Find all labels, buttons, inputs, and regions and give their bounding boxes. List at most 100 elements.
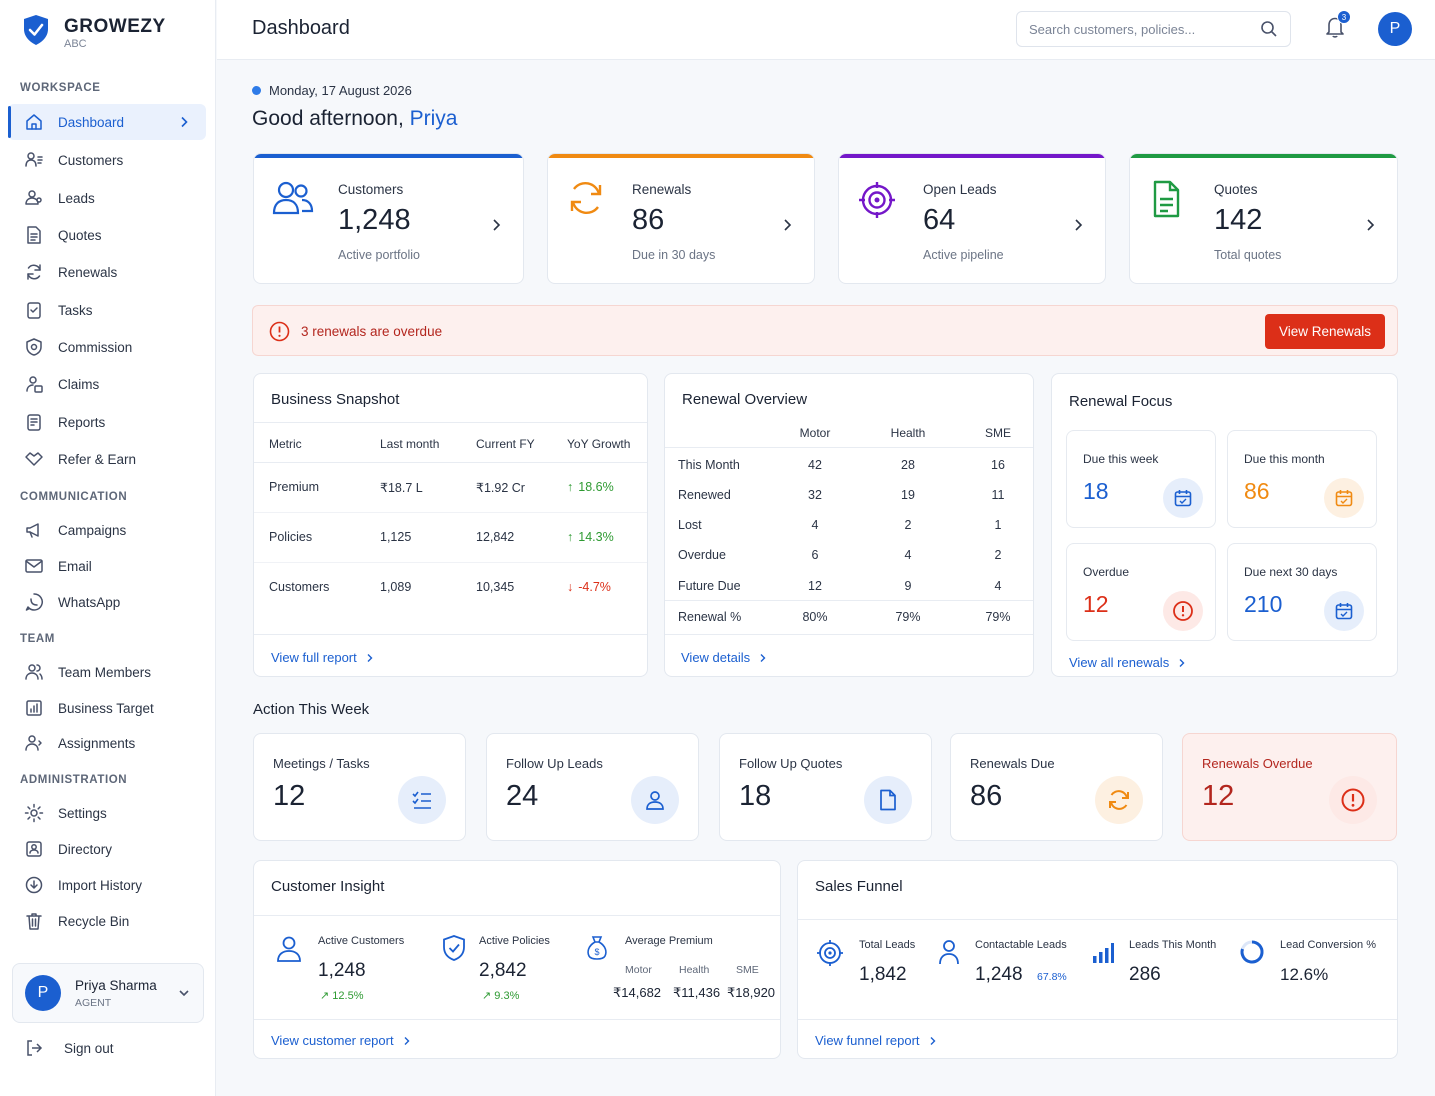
user-name: Priya Sharma [75,977,157,993]
sidebar-item-label: Assignments [58,735,136,751]
last-month-cell: ₹18.7 L [380,481,423,495]
sidebar: GROWEZY ABC WORKSPACE Dashboard Customers… [0,0,216,1096]
sidebar-item-label: Team Members [58,664,152,680]
sidebar-item-customers[interactable]: Customers [8,142,206,178]
sidebar-item-whatsapp[interactable]: WhatsApp [8,584,206,620]
customers-icon [24,150,44,170]
section-title-actions: Action This Week [253,701,370,718]
bell-icon[interactable] [1324,15,1346,39]
chevron-right-icon[interactable] [1365,218,1377,232]
link-label: View all renewals [1069,655,1170,670]
active-customers-value: 1,248 [318,960,366,981]
sidebar-item-commission[interactable]: Commission [8,329,206,365]
avg-value-sme: ₹18,920 [727,985,776,1000]
search-icon[interactable] [1260,20,1278,38]
card-value: 12 [1083,591,1109,617]
link-label: View customer report [271,1033,394,1048]
sidebar-item-assignments[interactable]: Assignments [8,725,206,761]
header-avatar[interactable]: P [1378,12,1412,46]
view-funnel-report-link[interactable]: View funnel report [815,1033,938,1048]
chevron-right-icon[interactable] [782,218,794,232]
sidebar-item-dashboard[interactable]: Dashboard [8,104,206,140]
sign-out-label: Sign out [64,1040,114,1056]
assign-icon [24,733,44,753]
panel-title: Customer Insight [271,878,385,895]
kpi-card-quotes[interactable]: Quotes 142 Total quotes [1129,153,1398,284]
action-card-follow-up-quotes[interactable]: Follow Up Quotes 18 [719,733,932,841]
report-icon [24,412,44,432]
kpi-subtext: Active pipeline [923,248,1004,262]
action-card-meetings-tasks[interactable]: Meetings / Tasks 12 [253,733,466,841]
sidebar-item-label: Campaigns [58,522,127,538]
section-administration: ADMINISTRATION [20,774,128,786]
action-card-renewals-due[interactable]: Renewals Due 86 [950,733,1163,841]
sidebar-item-leads[interactable]: Leads [8,180,206,216]
sidebar-item-renewals[interactable]: Renewals [8,254,206,290]
greeting: Good afternoon, Priya [252,107,457,131]
card-label: Overdue [1083,565,1130,579]
user-card[interactable]: P Priya Sharma AGENT [12,963,204,1023]
cell: 4 [904,548,912,562]
action-card-follow-up-leads[interactable]: Follow Up Leads 24 [486,733,699,841]
gear-icon [24,803,44,823]
kpi-card-open-leads[interactable]: Open Leads 64 Active pipeline [838,153,1106,284]
cell: 11 [991,488,1005,502]
sidebar-item-label: Email [58,558,92,574]
sidebar-item-team-members[interactable]: Team Members [8,654,206,690]
sidebar-item-tasks[interactable]: Tasks [8,292,206,328]
renewal-focus-card-due-this-week[interactable]: Due this week 18 [1066,430,1216,528]
column-header: Metric [269,437,302,451]
view-renewals-button[interactable]: View Renewals [1264,314,1385,349]
action-card-renewals-overdue[interactable]: Renewals Overdue 12 [1182,733,1397,841]
divider [254,512,647,513]
sidebar-item-refer-earn[interactable]: Refer & Earn [8,441,206,477]
divider [798,919,1397,920]
kpi-card-renewals[interactable]: Renewals 86 Due in 30 days [547,153,815,284]
contactable-leads-pct: 67.8% [1037,971,1067,983]
view-full-report-link[interactable]: View full report [271,650,375,665]
sidebar-item-directory[interactable]: Directory [8,831,206,867]
sidebar-item-quotes[interactable]: Quotes [8,217,206,253]
sign-out-button[interactable]: Sign out [24,1038,114,1058]
cell: 4 [994,579,1002,593]
search-box[interactable] [1016,11,1291,47]
sidebar-item-claims[interactable]: Claims [8,366,206,402]
chevron-right-icon[interactable] [1073,218,1085,232]
chevron-right-icon[interactable] [491,218,503,232]
target-icon [816,939,844,967]
chevron-down-icon[interactable] [177,986,191,1000]
cell: 28 [901,458,915,472]
page-title: Dashboard [252,17,350,39]
sidebar-item-settings[interactable]: Settings [8,795,206,831]
renewal-focus-card-due-next-30-days[interactable]: Due next 30 days 210 [1227,543,1377,641]
avg-col-sme: SME [736,964,759,976]
arrow-up-icon: ↑ [567,480,574,494]
yoy-growth-cell: ↓ -4.7% [567,580,611,594]
sidebar-item-email[interactable]: Email [8,548,206,584]
sidebar-item-business-target[interactable]: Business Target [8,690,206,726]
kpi-label: Open Leads [923,182,997,197]
view-details-link[interactable]: View details [681,650,768,665]
search-input[interactable] [1029,21,1249,37]
renewal-focus-card-due-this-month[interactable]: Due this month 86 [1227,430,1377,528]
kpi-card-customers[interactable]: Customers 1,248 Active portfolio [253,153,524,284]
sidebar-item-campaigns[interactable]: Campaigns [8,512,206,548]
chevron-right-icon [365,653,375,663]
renewal-overview-panel: Renewal Overview Motor Health SME This Mont… [664,373,1034,677]
row-label: This Month [678,458,740,472]
cell: 2 [994,548,1002,562]
view-customer-report-link[interactable]: View customer report [271,1033,412,1048]
card-value: 12 [1202,780,1235,812]
shield-badge-icon [24,337,44,357]
sidebar-item-reports[interactable]: Reports [8,404,206,440]
kpi-value: 64 [923,204,956,236]
view-all-renewals-link[interactable]: View all renewals [1069,655,1187,670]
renewal-focus-card-overdue[interactable]: Overdue 12 [1066,543,1216,641]
document-icon [24,225,44,245]
divider [254,634,647,635]
sidebar-item-recycle-bin[interactable]: Recycle Bin [8,903,206,939]
brand-name: GROWEZY [64,16,166,37]
sidebar-item-import-history[interactable]: Import History [8,867,206,903]
divider [665,634,1033,635]
brand[interactable]: GROWEZY ABC [22,14,166,50]
